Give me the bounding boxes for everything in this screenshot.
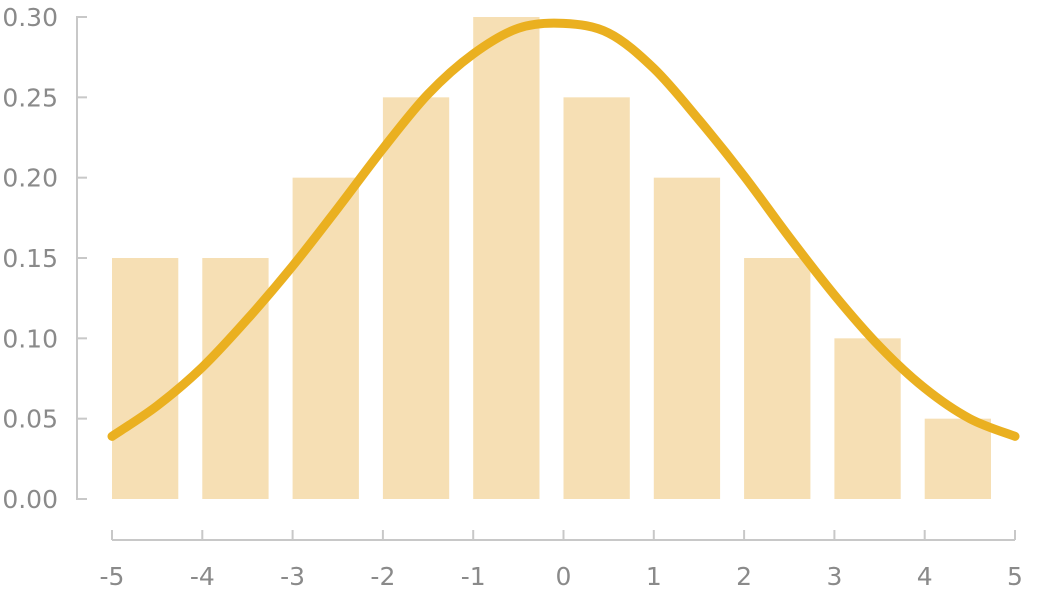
histogram-bar	[202, 258, 269, 499]
x-tick-label: -3	[280, 562, 305, 591]
axes-group: 0.00 0.05 0.10 0.15 0.20 0.25 0.30 -5 -4 -3 -2 -1 0 1…	[2, 3, 1023, 591]
y-tick-label: 0.15	[2, 244, 58, 273]
x-tick-label: 0	[556, 562, 572, 591]
histogram-bar	[563, 97, 630, 499]
x-tick-label: 2	[736, 562, 752, 591]
histogram-bar	[112, 258, 179, 499]
histogram-bar	[653, 177, 721, 499]
x-tick-label: -2	[370, 562, 395, 591]
x-tick-label: 3	[826, 562, 842, 591]
x-tick-label: 4	[917, 562, 933, 591]
y-tick-label: 0.05	[2, 405, 58, 434]
x-tick-label: -1	[461, 562, 486, 591]
x-tick-label: -5	[100, 562, 125, 591]
x-tick-label: 1	[646, 562, 662, 591]
histogram-bar	[473, 17, 540, 499]
histogram-bar	[382, 97, 450, 499]
y-tick-label: 0.00	[2, 485, 58, 514]
bars-group	[112, 17, 991, 499]
histogram-bar	[292, 177, 359, 499]
y-tick-label: 0.20	[2, 164, 58, 193]
y-tick-label: 0.25	[2, 83, 58, 112]
x-tick-label: -4	[190, 562, 215, 591]
density-curve	[107, 18, 1020, 441]
x-tick-label: 5	[1007, 562, 1023, 591]
y-tick-label: 0.30	[2, 3, 58, 32]
y-tick-label: 0.10	[2, 324, 58, 353]
histogram-bar	[924, 418, 991, 499]
histogram-bar	[834, 338, 901, 499]
histogram-bar	[744, 258, 811, 499]
